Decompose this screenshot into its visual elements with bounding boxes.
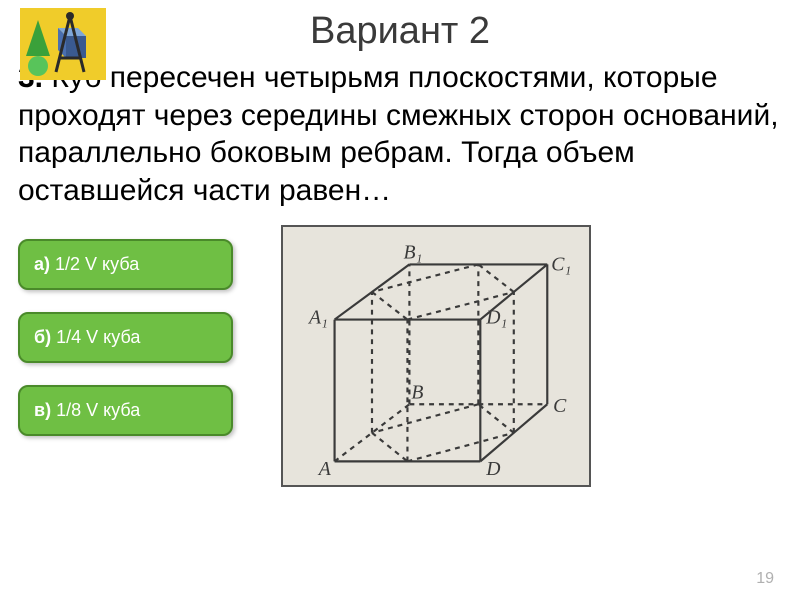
slide-title: Вариант 2 [0,0,800,53]
svg-text:D₁: D₁ [485,307,507,329]
option-c[interactable]: в) 1/8 V куба [18,385,233,436]
svg-text:B₁: B₁ [404,242,423,264]
option-label: б) [34,327,51,347]
option-label: а) [34,254,50,274]
cube-diagram: A D B C A₁ D₁ B₁ C₁ [281,225,591,487]
svg-text:C: C [553,395,567,417]
svg-text:B: B [411,381,423,403]
options-list: а) 1/2 V куба б) 1/4 V куба в) 1/8 V куб… [18,219,253,436]
option-text: 1/4 V куба [56,327,140,347]
option-b[interactable]: б) 1/4 V куба [18,312,233,363]
svg-text:A₁: A₁ [307,307,328,329]
svg-text:D: D [485,458,500,480]
svg-text:C₁: C₁ [551,253,571,275]
svg-text:A: A [317,458,332,480]
question-body: Куб пересечен четырьмя плоскостями, кото… [18,61,779,207]
option-text: 1/2 V куба [55,254,139,274]
question-text: 3. Куб пересечен четырьмя плоскостями, к… [0,53,800,219]
page-number: 19 [756,570,774,588]
option-a[interactable]: а) 1/2 V куба [18,239,233,290]
option-text: 1/8 V куба [56,400,140,420]
option-label: в) [34,400,51,420]
geometry-icon [20,8,120,88]
